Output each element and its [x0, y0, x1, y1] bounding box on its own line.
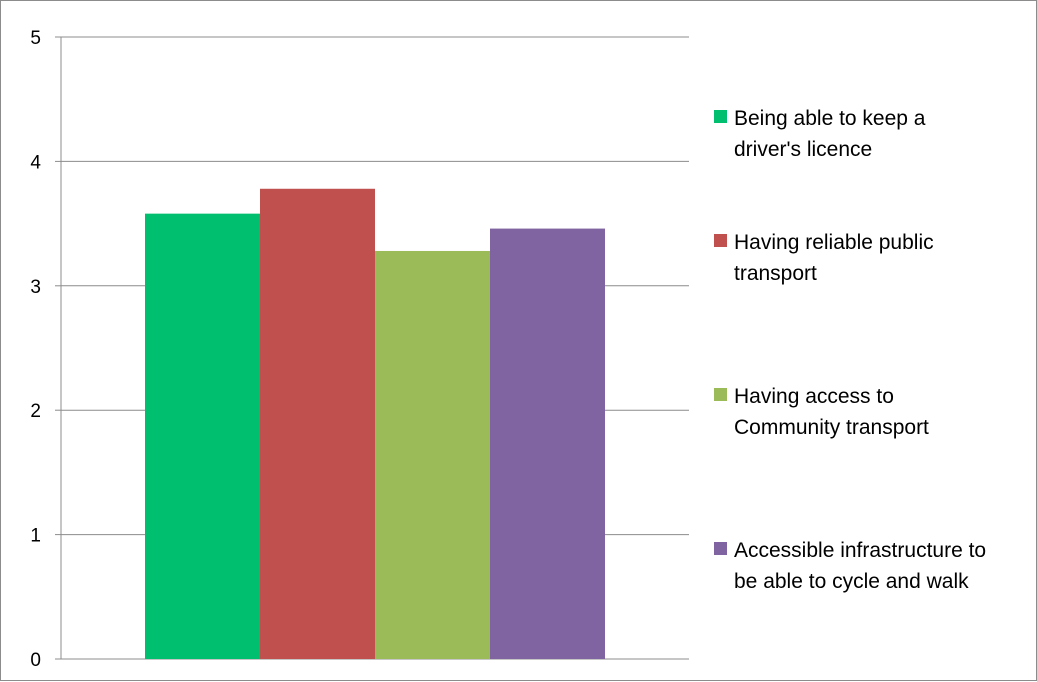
- legend-label: Being able to keep a: [734, 107, 926, 130]
- legend-swatch: [714, 542, 727, 555]
- y-tick-label: 0: [30, 650, 41, 671]
- legend-label: Having reliable public: [734, 231, 934, 254]
- bars: [145, 188, 605, 660]
- legend-label: be able to cycle and walk: [734, 570, 969, 593]
- legend-label: transport: [734, 262, 817, 285]
- bar: [375, 250, 490, 659]
- y-tick-label: 5: [30, 28, 41, 49]
- y-tick-label: 3: [30, 277, 41, 298]
- y-tick-label: 2: [30, 401, 41, 422]
- legend-label: Accessible infrastructure to: [734, 539, 986, 562]
- y-tick-label: 1: [30, 526, 41, 547]
- legend: Being able to keep a driver's licence Havi…: [714, 107, 986, 593]
- bar: [490, 228, 605, 660]
- y-tick-label: 4: [30, 152, 41, 173]
- legend-swatch: [714, 110, 727, 123]
- bar: [145, 213, 260, 659]
- legend-swatch: [714, 388, 727, 401]
- legend-swatch: [714, 234, 727, 247]
- legend-label: Having access to: [734, 385, 894, 408]
- legend-label: Community transport: [734, 416, 929, 439]
- y-axis: 0 1 2 3 4 5: [30, 28, 62, 671]
- bar: [260, 188, 375, 659]
- legend-label: driver's licence: [734, 138, 872, 161]
